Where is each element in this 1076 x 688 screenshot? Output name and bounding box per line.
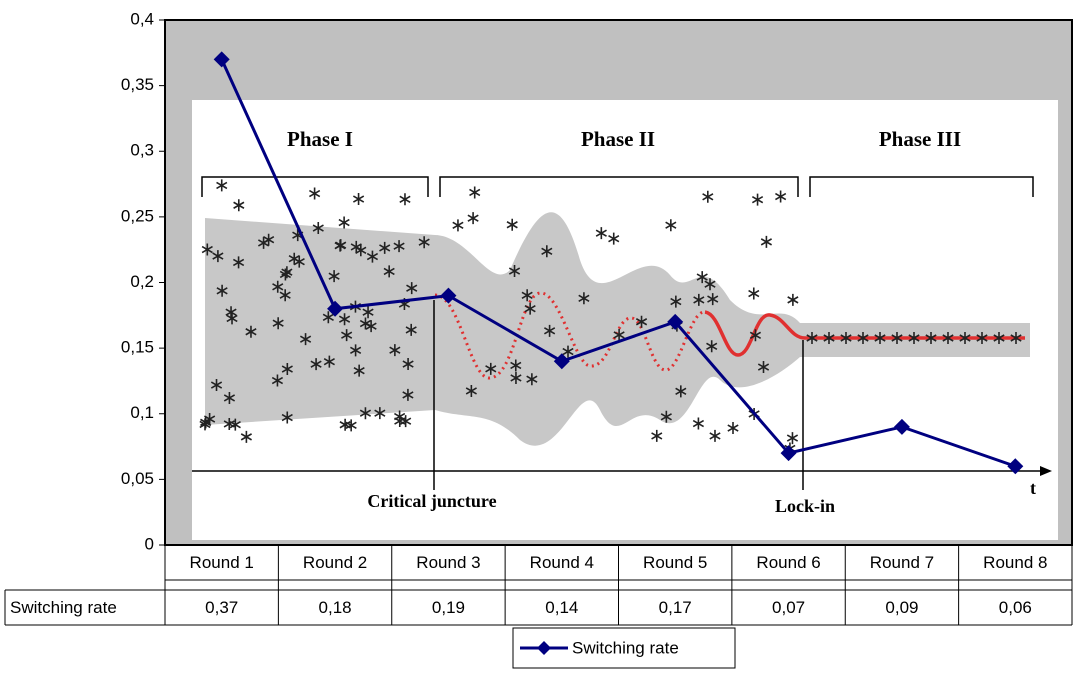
y-tick-label: 0,15 bbox=[121, 338, 154, 357]
x-tick-label: Round 3 bbox=[416, 553, 480, 572]
table-value: 0,14 bbox=[545, 598, 578, 617]
annotation: Critical juncture bbox=[367, 491, 496, 511]
chart: Phase I Phase II Phase III Critical junc… bbox=[0, 0, 1076, 688]
x-tick-label: Round 8 bbox=[983, 553, 1047, 572]
annotation: Phase I bbox=[287, 127, 353, 151]
x-tick-label: Round 5 bbox=[643, 553, 707, 572]
annotation: t bbox=[1030, 478, 1036, 498]
x-tick-label: Round 4 bbox=[530, 553, 594, 572]
x-tick-label: Round 2 bbox=[303, 553, 367, 572]
y-tick-label: 0,4 bbox=[130, 9, 154, 28]
annotation: Phase III bbox=[879, 127, 961, 151]
y-tick-label: 0,2 bbox=[130, 272, 154, 291]
y-tick-label: 0,1 bbox=[130, 403, 154, 422]
table-value: 0,18 bbox=[319, 598, 352, 617]
table-value: 0,37 bbox=[205, 598, 238, 617]
table-value: 0,19 bbox=[432, 598, 465, 617]
x-tick-label: Round 6 bbox=[756, 553, 820, 572]
table-value: 0,09 bbox=[885, 598, 918, 617]
table-value: 0,06 bbox=[999, 598, 1032, 617]
y-tick-label: 0,05 bbox=[121, 469, 154, 488]
annotation: Lock-in bbox=[775, 496, 835, 516]
legend-label: Switching rate bbox=[572, 638, 679, 657]
annotation: Phase II bbox=[581, 127, 655, 151]
y-tick-label: 0,35 bbox=[121, 75, 154, 94]
table-row-label: Switching rate bbox=[10, 598, 117, 617]
table-value: 0,17 bbox=[659, 598, 692, 617]
x-tick-label: Round 7 bbox=[870, 553, 934, 572]
y-tick-label: 0 bbox=[145, 534, 154, 553]
table-value: 0,07 bbox=[772, 598, 805, 617]
x-tick-label: Round 1 bbox=[190, 553, 254, 572]
y-tick-label: 0,25 bbox=[121, 206, 154, 225]
phase-illustration: Phase I Phase II Phase III Critical junc… bbox=[192, 100, 1058, 540]
y-tick-label: 0,3 bbox=[130, 141, 154, 160]
